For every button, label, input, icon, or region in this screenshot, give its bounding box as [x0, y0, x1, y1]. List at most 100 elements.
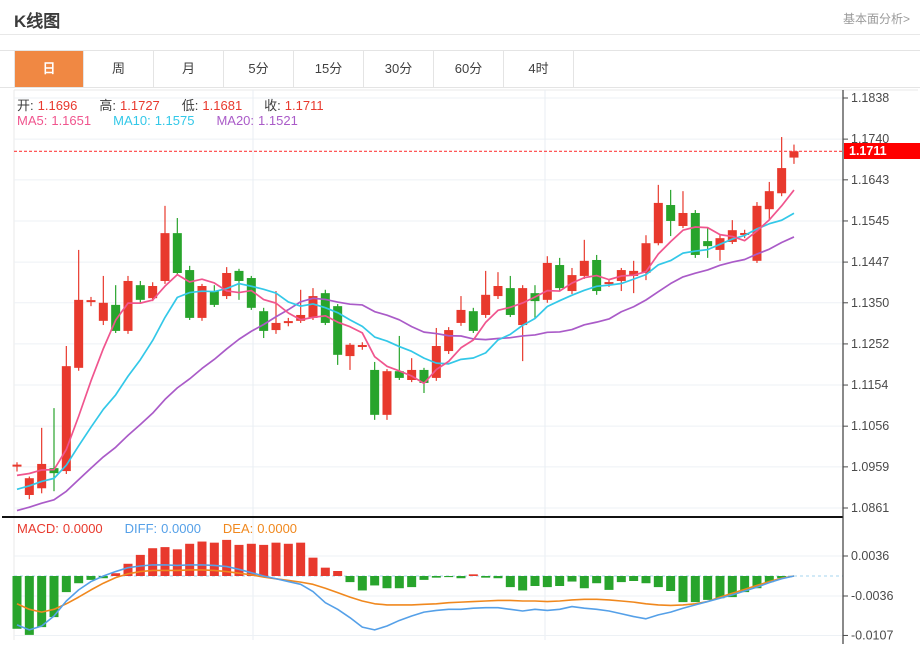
axis-label: 1.1350 [851, 296, 889, 310]
candle-body [629, 270, 639, 276]
macd-bar [456, 576, 466, 579]
ohlc-legend-label: 低: [181, 98, 199, 113]
macd-bar [209, 542, 219, 576]
candle-body [703, 241, 713, 247]
axis-label: 1.1838 [851, 91, 889, 105]
macd-bar [703, 576, 713, 600]
ma-legend-label: MA20: [216, 113, 255, 128]
ohlc-legend-label: 高: [99, 98, 117, 113]
timeframe-tabs: 日周月 5分 15分 30分 60分 4时 [0, 50, 920, 88]
macd-bar [740, 576, 750, 593]
macd-bar [123, 563, 133, 576]
macd-bar [61, 576, 71, 593]
axis-label: 1.1545 [851, 214, 889, 228]
macd-bar [764, 576, 774, 583]
macd-bar [468, 574, 478, 576]
macd-bar [86, 576, 96, 580]
axis-label: -0.0107 [851, 628, 893, 642]
axis-label: 1.1154 [851, 378, 888, 392]
macd-legend-value: 0.0000 [62, 521, 103, 536]
macd-bar [481, 576, 491, 578]
macd-legend: MACD: 0.0000 DIFF: 0.0000 DEA: 0.0000 [17, 521, 301, 536]
axis-label: 1.1740 [851, 132, 889, 146]
candle-body [481, 294, 491, 315]
candle-body [185, 270, 195, 318]
title-separator [0, 34, 920, 35]
candle-body [407, 369, 417, 381]
macd-bar [160, 547, 170, 576]
candle-body [752, 205, 762, 261]
tab-周[interactable]: 周 [84, 51, 154, 87]
macd-bar [296, 542, 306, 576]
macd-legend-value: 0.0000 [257, 521, 298, 536]
tab-30分[interactable]: 30分 [364, 51, 434, 87]
candle-body [518, 288, 528, 326]
macd-bar [185, 543, 195, 576]
macd-bar [320, 567, 330, 576]
macd-bar [715, 576, 725, 599]
macd-bar [444, 576, 454, 578]
candle-body [444, 330, 454, 352]
tab-15分[interactable]: 15分 [294, 51, 364, 87]
candle-body [271, 322, 281, 331]
macd-bar [678, 576, 688, 603]
candle-body [678, 212, 688, 226]
candle-body [579, 260, 589, 276]
candle-body [456, 309, 466, 323]
macd-bar [283, 543, 293, 576]
macd-bar [111, 573, 121, 576]
tab-60分[interactable]: 60分 [434, 51, 504, 87]
macd-bar [653, 576, 663, 588]
axis-label: 1.1447 [851, 255, 889, 269]
candle-body [234, 270, 244, 281]
macd-bar [234, 544, 244, 576]
macd-bar [222, 539, 232, 576]
candle-body [468, 311, 478, 331]
candle-body [308, 296, 318, 318]
axis-label: 1.1643 [851, 173, 889, 187]
candle-body [493, 286, 503, 297]
candle-body [431, 346, 441, 378]
macd-bar [727, 576, 737, 598]
macd-bar [49, 576, 59, 618]
candle-body [98, 302, 108, 321]
dea-line [16, 569, 795, 613]
candle-body [135, 285, 145, 300]
ma10-line [16, 212, 795, 491]
candle-body [419, 369, 429, 383]
candle-body [296, 314, 306, 321]
ma-legend-label: MA10: [113, 113, 151, 128]
macd-bar [407, 576, 417, 588]
macd-bar [370, 576, 380, 586]
candle-body [505, 288, 515, 315]
macd-bar [24, 576, 34, 635]
ohlc-legend-value: 1.1727 [120, 98, 160, 113]
candle-body [259, 311, 269, 331]
macd-bar [579, 576, 589, 589]
macd-bar [148, 548, 158, 576]
ma-legend: MA5: 1.1651 MA10: 1.1575 MA20: 1.1521 [17, 113, 302, 128]
kline-chart[interactable]: 1.1838 1.1740 1.1643 1.1545 1.1447 1.1350 1.12… [0, 88, 920, 646]
macd-bar [555, 576, 565, 587]
fundamental-analysis-link[interactable]: 基本面分析> [842, 12, 910, 26]
ohlc-legend-value: 1.1696 [37, 98, 78, 113]
ohlc-legend-label: 收: [264, 98, 281, 113]
ohlc-legend: 开: 1.1696 高: 1.1727 低: 1.1681 收: 1.1711 [17, 95, 328, 114]
ma20-line [16, 236, 795, 512]
candle-body [123, 280, 133, 331]
axis-label: 1.1252 [851, 337, 889, 351]
macd-bar [542, 576, 552, 588]
tab-日[interactable]: 日 [14, 51, 84, 87]
macd-bar [394, 576, 404, 589]
tab-4时[interactable]: 4时 [504, 51, 574, 87]
ma-legend-value: 1.1651 [51, 113, 92, 128]
candle-body [246, 278, 256, 308]
candle-body [666, 205, 676, 221]
tab-5分[interactable]: 5分 [224, 51, 294, 87]
macd-bar [197, 541, 207, 576]
macd-bar [493, 576, 503, 579]
tab-月[interactable]: 月 [154, 51, 224, 87]
ohlc-legend-label: 开: [17, 98, 34, 113]
macd-legend-label: DIFF: [124, 521, 158, 536]
